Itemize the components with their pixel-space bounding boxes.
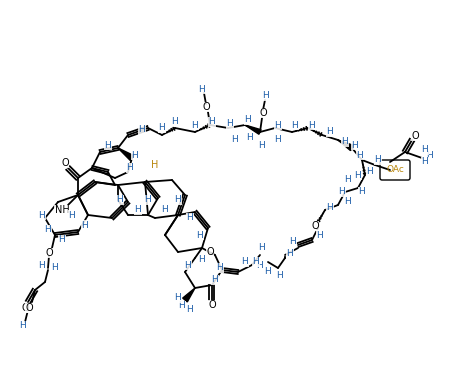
Text: O: O bbox=[25, 303, 33, 313]
Text: O: O bbox=[310, 221, 318, 231]
Text: H: H bbox=[208, 117, 215, 127]
Text: H: H bbox=[356, 151, 363, 159]
Text: H: H bbox=[344, 198, 351, 207]
Text: O: O bbox=[410, 131, 418, 141]
Text: O: O bbox=[208, 300, 215, 310]
Polygon shape bbox=[337, 140, 353, 151]
Text: H: H bbox=[174, 195, 181, 205]
Text: H: H bbox=[326, 127, 333, 137]
Text: H: H bbox=[161, 205, 168, 215]
Text: H: H bbox=[274, 120, 281, 129]
Text: H: H bbox=[159, 124, 165, 132]
Text: H: H bbox=[69, 210, 75, 220]
Text: H: H bbox=[246, 134, 253, 142]
Text: H: H bbox=[244, 115, 251, 125]
Text: H: H bbox=[104, 141, 111, 149]
Text: H: H bbox=[274, 135, 281, 144]
Text: H: H bbox=[211, 276, 218, 284]
Text: H: H bbox=[186, 305, 193, 315]
Text: H: H bbox=[51, 264, 58, 273]
Text: H: H bbox=[426, 151, 433, 159]
Text: H: H bbox=[59, 235, 65, 244]
Polygon shape bbox=[118, 148, 133, 161]
Text: H: H bbox=[198, 256, 205, 264]
Text: H: H bbox=[174, 293, 181, 303]
Text: H: H bbox=[144, 195, 151, 205]
Text: H: H bbox=[171, 117, 178, 127]
Text: H: H bbox=[374, 156, 381, 164]
Text: H: H bbox=[354, 171, 361, 179]
Polygon shape bbox=[182, 288, 195, 302]
Text: O: O bbox=[258, 108, 266, 118]
Text: H: H bbox=[231, 135, 238, 144]
Text: H: H bbox=[341, 137, 347, 147]
Text: H: H bbox=[184, 261, 191, 269]
Text: H: H bbox=[241, 257, 248, 266]
Polygon shape bbox=[245, 125, 260, 134]
Text: H: H bbox=[126, 164, 133, 173]
Text: H: H bbox=[191, 120, 198, 129]
Text: H: H bbox=[256, 261, 263, 269]
Text: H: H bbox=[178, 301, 185, 310]
Text: H: H bbox=[139, 125, 145, 134]
Text: H: H bbox=[316, 230, 323, 239]
Text: H: H bbox=[45, 225, 51, 235]
Text: H: H bbox=[291, 120, 298, 129]
Text: H: H bbox=[258, 244, 265, 252]
Text: O: O bbox=[202, 102, 209, 112]
Text: H: H bbox=[366, 168, 373, 176]
Text: H: H bbox=[151, 160, 159, 170]
Text: H: H bbox=[258, 141, 265, 149]
Text: H: H bbox=[116, 195, 123, 205]
Text: H: H bbox=[264, 267, 271, 276]
Text: H: H bbox=[131, 151, 138, 159]
Text: H: H bbox=[186, 213, 193, 222]
Text: H: H bbox=[198, 85, 205, 93]
Text: H: H bbox=[421, 157, 427, 166]
Text: H: H bbox=[351, 141, 357, 149]
Text: H: H bbox=[289, 237, 296, 247]
Text: H: H bbox=[81, 220, 88, 230]
Text: H: H bbox=[338, 188, 345, 196]
Text: H: H bbox=[276, 271, 283, 279]
Text: O: O bbox=[21, 303, 29, 313]
Text: NH: NH bbox=[55, 205, 69, 215]
Text: O: O bbox=[61, 158, 69, 168]
Text: OAc: OAc bbox=[385, 166, 403, 174]
Text: H: H bbox=[39, 261, 45, 269]
Text: O: O bbox=[206, 247, 213, 257]
Text: H: H bbox=[421, 146, 427, 154]
Text: H: H bbox=[286, 249, 293, 257]
Text: H: H bbox=[358, 188, 365, 196]
Text: H: H bbox=[226, 120, 233, 129]
Text: H: H bbox=[252, 257, 259, 266]
FancyBboxPatch shape bbox=[379, 160, 409, 180]
Text: H: H bbox=[344, 176, 351, 185]
Text: H: H bbox=[196, 230, 203, 239]
Text: H: H bbox=[308, 120, 315, 129]
Text: H: H bbox=[134, 205, 141, 215]
Text: O: O bbox=[45, 248, 53, 258]
Text: H: H bbox=[216, 264, 223, 273]
Text: H: H bbox=[39, 210, 45, 220]
Text: H: H bbox=[326, 203, 333, 213]
Text: H: H bbox=[262, 91, 269, 100]
Text: H: H bbox=[20, 322, 26, 330]
